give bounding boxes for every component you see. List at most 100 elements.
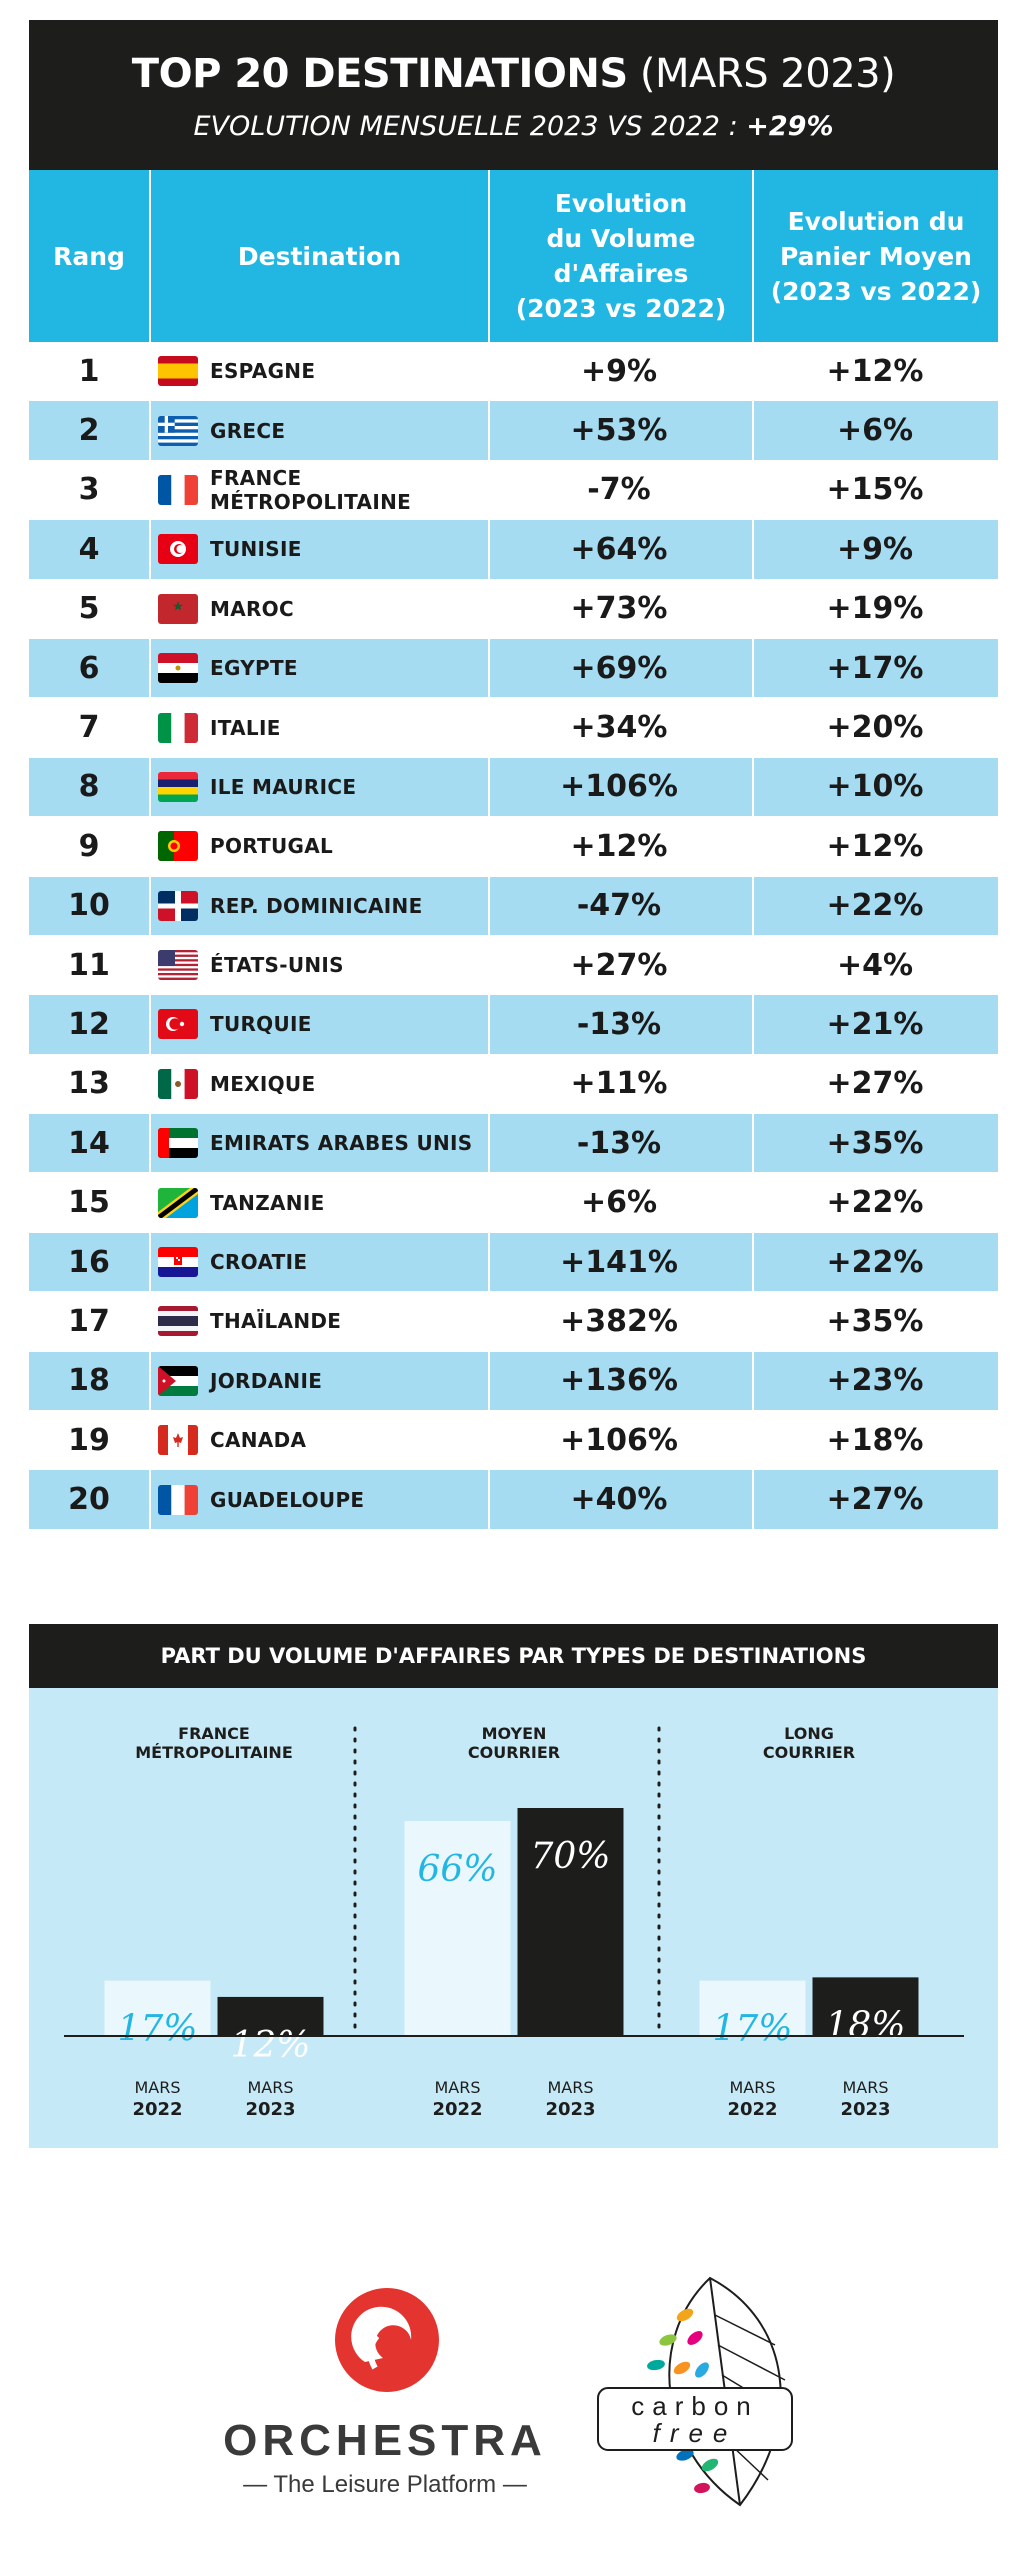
table-row: 8 ILE MAURICE +106% +10%	[29, 757, 998, 818]
x-tick-label: 2023	[840, 2099, 890, 2120]
group-label: COURRIER	[763, 1743, 855, 1762]
panier-cell: +23%	[826, 1363, 924, 1399]
table-header: Rang Destination Evolution du Volume d'A…	[29, 170, 998, 342]
croatia-flag-icon	[158, 1247, 198, 1278]
destination-cell: GRECE	[158, 401, 488, 459]
header-panier-line: Evolution du	[787, 206, 965, 236]
rank-cell: 10	[68, 888, 110, 924]
destination-cell: THAÏLANDE	[158, 1292, 488, 1350]
volume-cell: +53%	[570, 413, 668, 449]
destination-name: MAROC	[210, 596, 294, 621]
destination-name: MEXIQUE	[210, 1071, 316, 1096]
destination-cell: REP. DOMINICAINE	[158, 877, 488, 935]
destination-name: THAÏLANDE	[210, 1309, 342, 1334]
bar	[812, 1977, 919, 2036]
table-row: 15 TANZANIE +6% +22%	[29, 1173, 998, 1233]
chart-title: PART DU VOLUME D'AFFAIRES PAR TYPES DE D…	[160, 1644, 867, 1668]
table-row: 5 MAROC +73% +19%	[29, 579, 998, 639]
volume-cell: +64%	[570, 531, 668, 567]
group-label: LONG	[784, 1724, 834, 1743]
destination-cell: ESPAGNE	[158, 342, 488, 400]
destination-name: JORDANIE	[210, 1368, 323, 1393]
bar-value-label: 18%	[825, 2005, 905, 2046]
panier-cell: +22%	[826, 1244, 924, 1280]
group-label: FRANCE	[178, 1724, 250, 1743]
volume-cell: +106%	[560, 769, 678, 805]
rank-cell: 19	[68, 1422, 110, 1458]
table-row: 13 MEXIQUE +11% +27%	[29, 1054, 998, 1115]
rank-cell: 12	[68, 1006, 110, 1042]
destination-name: ESPAGNE	[210, 359, 316, 384]
bar	[699, 1980, 806, 2036]
rank-cell: 6	[78, 650, 100, 686]
greece-flag-icon	[158, 415, 198, 446]
destination-cell: EGYPTE	[158, 639, 488, 697]
destination-cell: CROATIE	[158, 1233, 488, 1291]
x-tick-label: MARS	[842, 2078, 888, 2097]
volume-cell: -13%	[576, 1125, 662, 1161]
dominican-republic-flag-icon	[158, 890, 198, 921]
volume-cell: +106%	[560, 1422, 678, 1458]
page-header: TOP 20 DESTINATIONS (MARS 2023) EVOLUTIO…	[29, 20, 998, 170]
rank-cell: 3	[78, 472, 100, 508]
panier-cell: +27%	[826, 1066, 924, 1102]
x-tick-label: 2023	[545, 2099, 595, 2120]
free-text: free	[653, 2418, 738, 2448]
table-row: 10 REP. DOMINICAINE -47% +22%	[29, 876, 998, 936]
orchestra-tagline: — The Leisure Platform —	[243, 2471, 527, 2498]
bar	[404, 1821, 511, 2036]
volume-cell: +12%	[570, 828, 668, 864]
destination-cell: ILE MAURICE	[158, 758, 488, 816]
group-label: MOYEN	[482, 1724, 547, 1743]
volume-cell: +136%	[560, 1363, 678, 1399]
x-tick-label: 2022	[132, 2099, 182, 2120]
panier-cell: +35%	[826, 1303, 924, 1339]
table-row: 14 EMIRATS ARABES UNIS -13% +35%	[29, 1114, 998, 1174]
destination-name: TANZANIE	[210, 1190, 325, 1215]
volume-cell: +11%	[570, 1066, 668, 1102]
destination-name: FRANCE MÉTROPOLITAINE	[210, 465, 412, 514]
bar	[517, 1808, 624, 2036]
destination-name: ÉTATS-UNIS	[210, 953, 344, 978]
subtitle-text: EVOLUTION MENSUELLE 2023 VS 2022 :	[193, 111, 738, 142]
destination-name: ILE MAURICE	[210, 774, 357, 799]
header-volume-line: Evolution	[554, 189, 688, 218]
table-row: 16 CROATIE +141% +22%	[29, 1232, 998, 1293]
volume-cell: +382%	[560, 1303, 678, 1339]
panier-cell: +21%	[826, 1006, 924, 1042]
panier-cell: +17%	[826, 650, 924, 686]
x-tick-label: MARS	[434, 2078, 480, 2097]
rank-cell: 2	[78, 413, 100, 449]
rank-cell: 11	[68, 947, 110, 983]
header-panier: Evolution du Panier Moyen (2023 vs 2022)	[754, 170, 998, 342]
panier-cell: +27%	[826, 1482, 924, 1518]
volume-cell: +27%	[570, 947, 668, 983]
group-label: MÉTROPOLITAINE	[135, 1743, 293, 1762]
table-row: 11 ÉTATS-UNIS +27% +4%	[29, 935, 998, 996]
table-row: 3 FRANCE MÉTROPOLITAINE -7% +15%	[29, 460, 998, 521]
rank-cell: 8	[78, 769, 100, 805]
title-bold: TOP 20 DESTINATIONS	[131, 51, 628, 97]
tanzania-flag-icon	[158, 1187, 198, 1218]
destination-name: EMIRATS ARABES UNIS	[210, 1131, 473, 1156]
destination-name: CROATIE	[210, 1250, 308, 1275]
header-volume-line: d'Affaires	[553, 259, 689, 288]
panier-cell: +35%	[826, 1125, 924, 1161]
rank-cell: 18	[68, 1363, 110, 1399]
destination-name: REP. DOMINICAINE	[210, 893, 423, 918]
panier-cell: +19%	[826, 591, 924, 627]
bar-value-label: 17%	[117, 2009, 197, 2050]
rank-cell: 16	[68, 1244, 110, 1280]
destination-cell: ITALIE	[158, 698, 488, 756]
table-row: 19 CANADA +106% +18%	[29, 1411, 998, 1471]
destination-cell: GUADELOUPE	[158, 1470, 488, 1528]
bar-value-label: 66%	[417, 1849, 497, 1890]
table-body: 1 ESPAGNE +9% +12% 2 GRECE +53% +6% 3 FRANCE MÉTR…	[29, 342, 998, 1530]
volume-cell: +73%	[570, 591, 668, 627]
destination-cell: PORTUGAL	[158, 817, 488, 875]
table-row: 4 TUNISIE +64% +9%	[29, 520, 998, 580]
portugal-flag-icon	[158, 831, 198, 862]
title-period: (MARS 2023)	[639, 51, 896, 97]
panier-cell: +12%	[826, 353, 924, 389]
page-subtitle: EVOLUTION MENSUELLE 2023 VS 2022 : +29%	[29, 110, 998, 144]
